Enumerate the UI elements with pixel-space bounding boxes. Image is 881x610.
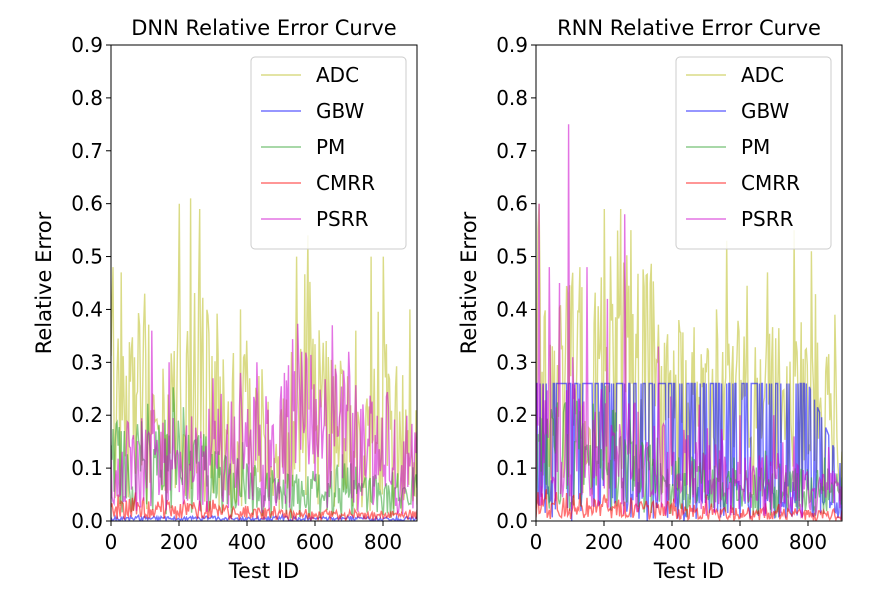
x-tick-label: 400 xyxy=(653,530,691,554)
legend-box xyxy=(250,56,407,250)
legend-label-psrr: PSRR xyxy=(741,207,794,231)
y-tick-label: 0.6 xyxy=(71,192,103,216)
ticks-rnn: 0.0 0.1 0.2 0.3 0.4 0.5 0.6 0.7 0.8 0.9 0 200 400 600… xyxy=(496,33,827,554)
legend-label-adc: ADC xyxy=(741,63,784,87)
y-tick-label: 0.8 xyxy=(71,86,103,110)
panel-rnn: RNN Relative Error Curve Relative Error … xyxy=(457,16,843,583)
xlabel-dnn: Test ID xyxy=(228,559,299,583)
ylabel-rnn: Relative Error xyxy=(457,211,481,354)
legend-rnn: ADC GBW PM CMRR PSRR xyxy=(675,56,832,250)
y-tick-label: 0.5 xyxy=(496,245,528,269)
legend-label-cmrr: CMRR xyxy=(741,171,800,195)
x-tick-label: 600 xyxy=(296,530,334,554)
plot-area-rnn xyxy=(535,44,843,522)
x-tick-label: 800 xyxy=(364,530,402,554)
y-tick-label: 0.0 xyxy=(71,509,103,533)
y-tick-label: 0.9 xyxy=(71,33,103,57)
y-tick-label: 0.2 xyxy=(71,403,103,427)
series-line-pm xyxy=(536,385,842,518)
series-line-adc xyxy=(111,198,417,514)
y-tick-label: 0.1 xyxy=(71,456,103,480)
ticks-dnn: 0.0 0.1 0.2 0.3 0.4 0.5 0.6 0.7 0.8 0.9 0 200 400 600… xyxy=(71,33,402,554)
y-tick-label: 0.3 xyxy=(71,350,103,374)
x-tick-label: 600 xyxy=(721,530,759,554)
y-tick-label: 0.7 xyxy=(71,139,103,163)
legend-label-cmrr: CMRR xyxy=(316,171,375,195)
legend-label-adc: ADC xyxy=(316,63,359,87)
y-tick-label: 0.5 xyxy=(71,245,103,269)
x-tick-label: 200 xyxy=(585,530,623,554)
y-tick-label: 0.0 xyxy=(496,509,528,533)
y-tick-label: 0.4 xyxy=(71,297,103,321)
x-tick-label: 200 xyxy=(160,530,198,554)
legend-label-gbw: GBW xyxy=(316,99,365,123)
ylabel-dnn: Relative Error xyxy=(32,211,56,354)
legend-label-psrr: PSRR xyxy=(316,207,369,231)
series-line-psrr xyxy=(111,323,417,515)
y-tick-label: 0.1 xyxy=(496,456,528,480)
chart-title-rnn: RNN Relative Error Curve xyxy=(557,16,821,40)
y-tick-label: 0.4 xyxy=(496,297,528,321)
axes-frame xyxy=(535,44,843,522)
x-tick-label: 400 xyxy=(228,530,266,554)
xlabel-rnn: Test ID xyxy=(653,559,724,583)
series-line-cmrr xyxy=(111,492,417,521)
panel-dnn: DNN Relative Error Curve Relative Error … xyxy=(32,16,418,583)
y-tick-label: 0.3 xyxy=(496,350,528,374)
series-line-psrr xyxy=(536,124,842,519)
series-line-cmrr xyxy=(536,489,842,521)
legend-label-pm: PM xyxy=(741,135,770,159)
axes-frame xyxy=(110,44,418,522)
legend-box xyxy=(675,56,832,250)
plot-area-dnn xyxy=(110,44,418,522)
y-tick-label: 0.7 xyxy=(496,139,528,163)
x-tick-label: 800 xyxy=(789,530,827,554)
legend-label-pm: PM xyxy=(316,135,345,159)
y-tick-label: 0.2 xyxy=(496,403,528,427)
y-tick-label: 0.8 xyxy=(496,86,528,110)
x-tick-label: 0 xyxy=(530,530,543,554)
x-tick-label: 0 xyxy=(105,530,118,554)
chart-title-dnn: DNN Relative Error Curve xyxy=(131,16,396,40)
legend-dnn: ADC GBW PM CMRR PSRR xyxy=(250,56,407,250)
y-tick-label: 0.6 xyxy=(496,192,528,216)
legend-label-gbw: GBW xyxy=(741,99,790,123)
y-tick-label: 0.9 xyxy=(496,33,528,57)
